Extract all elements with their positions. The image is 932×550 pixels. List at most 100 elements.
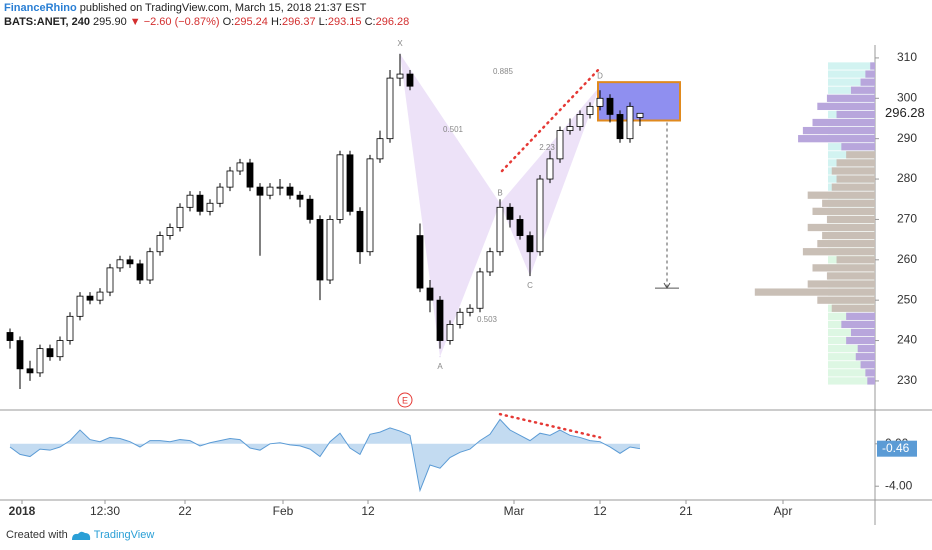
candle-body [456,311,464,325]
candle-body [326,219,334,281]
symbol-line: BATS:ANET, 240 295.90 ▼ −2.60 (−0.87%) O… [4,16,409,28]
x-tick-label: 2018 [9,504,36,518]
candle-body [506,206,514,220]
last-price: 296.28 [885,105,925,120]
x-tick-label: 22 [178,504,192,518]
symbol: BATS:ANET, 240 [4,16,90,28]
profile-bar [836,110,875,119]
candle-body [516,219,524,236]
candle-body [256,186,264,196]
candle-body [596,97,604,107]
o-label: O: [222,16,235,28]
pattern-point [439,356,441,358]
y-tick-label: 310 [897,50,917,64]
candle-body [106,267,114,293]
author[interactable]: FinanceRhino [4,2,77,14]
profile-bar [817,296,875,304]
profile-back [828,62,875,70]
y-tick-label: 240 [897,333,917,347]
x-tick-label: 12 [593,504,607,518]
candle-body [566,126,574,131]
profile-bar [867,377,875,385]
candle-body [526,235,534,253]
ind-last: -0.46 [882,441,910,455]
profile-bar [860,361,875,369]
candle-body [176,206,184,228]
profile-bar [807,191,875,199]
profile-bar [822,199,875,207]
candle-body [156,235,164,253]
last: 295.90 [93,16,127,28]
profile-bar [855,353,875,361]
brand-logo [72,531,91,540]
pattern-label: A [437,362,443,371]
x-tick-label: Mar [504,504,525,518]
candle-body [266,186,274,196]
candle-body [556,130,564,160]
candle-body [396,73,404,79]
profile-bar [846,151,875,159]
candle-body [116,259,124,269]
profile-bar [865,70,875,78]
candle-body [136,263,144,281]
pattern-label: X [397,39,403,48]
last-price-box [877,105,932,122]
candle-body [226,170,234,188]
profile-bar [841,143,875,151]
profile-bar [807,223,875,232]
candle-body [436,299,444,341]
x-tick-label: 12 [361,504,375,518]
created: Created with [6,529,68,541]
candle-body [216,186,224,204]
profile-back [828,377,875,385]
profile-bar [802,248,875,256]
profile-bar [812,118,875,127]
y-tick-label: 230 [897,373,917,387]
h: 296.37 [281,16,316,28]
candle-body [296,194,304,200]
candle-body [96,291,104,301]
profile-bar [826,215,875,224]
pattern-leg [400,53,500,357]
candle-body [426,287,434,301]
profile-bar [841,320,875,329]
profile-back [828,369,875,377]
candle-body [286,186,294,196]
candle-body [376,138,384,160]
change: ▼ −2.60 (−0.87%) [129,16,220,28]
profile-bar [802,126,875,135]
arrow-head [663,282,671,290]
candle-body [416,235,424,289]
o: 295.24 [234,16,268,28]
published: published on TradingView.com, March 15, … [79,2,367,14]
y-tick-label: 290 [897,131,917,145]
candle-body [466,307,474,313]
profile-bar [870,62,875,70]
candle-body [346,154,354,212]
footer: Created with TradingView [6,529,154,541]
candle-body [626,105,634,140]
candle-body [56,340,64,358]
profile-bar [754,288,875,296]
profile-bar [812,264,875,272]
profile-bar [846,336,875,345]
candle-body [536,178,544,253]
profile-bar [817,102,875,111]
profile-bar [831,304,875,312]
candle-body [496,206,504,253]
candle-body [636,112,644,118]
l-label: L: [318,16,328,28]
candle-body [166,227,174,236]
profile-bar [857,344,875,353]
candle-body [46,348,54,358]
candle-body [316,219,324,281]
brand[interactable]: TradingView [93,529,155,541]
profile-bar [817,240,875,248]
candle-body [246,162,254,188]
ind-area [10,419,640,491]
pattern-ratio: 2.23 [539,143,555,152]
publish-line: FinanceRhino published on TradingView.co… [4,2,366,14]
candle-body [586,105,594,115]
profile-bar [812,207,875,215]
candle-body [26,368,34,374]
